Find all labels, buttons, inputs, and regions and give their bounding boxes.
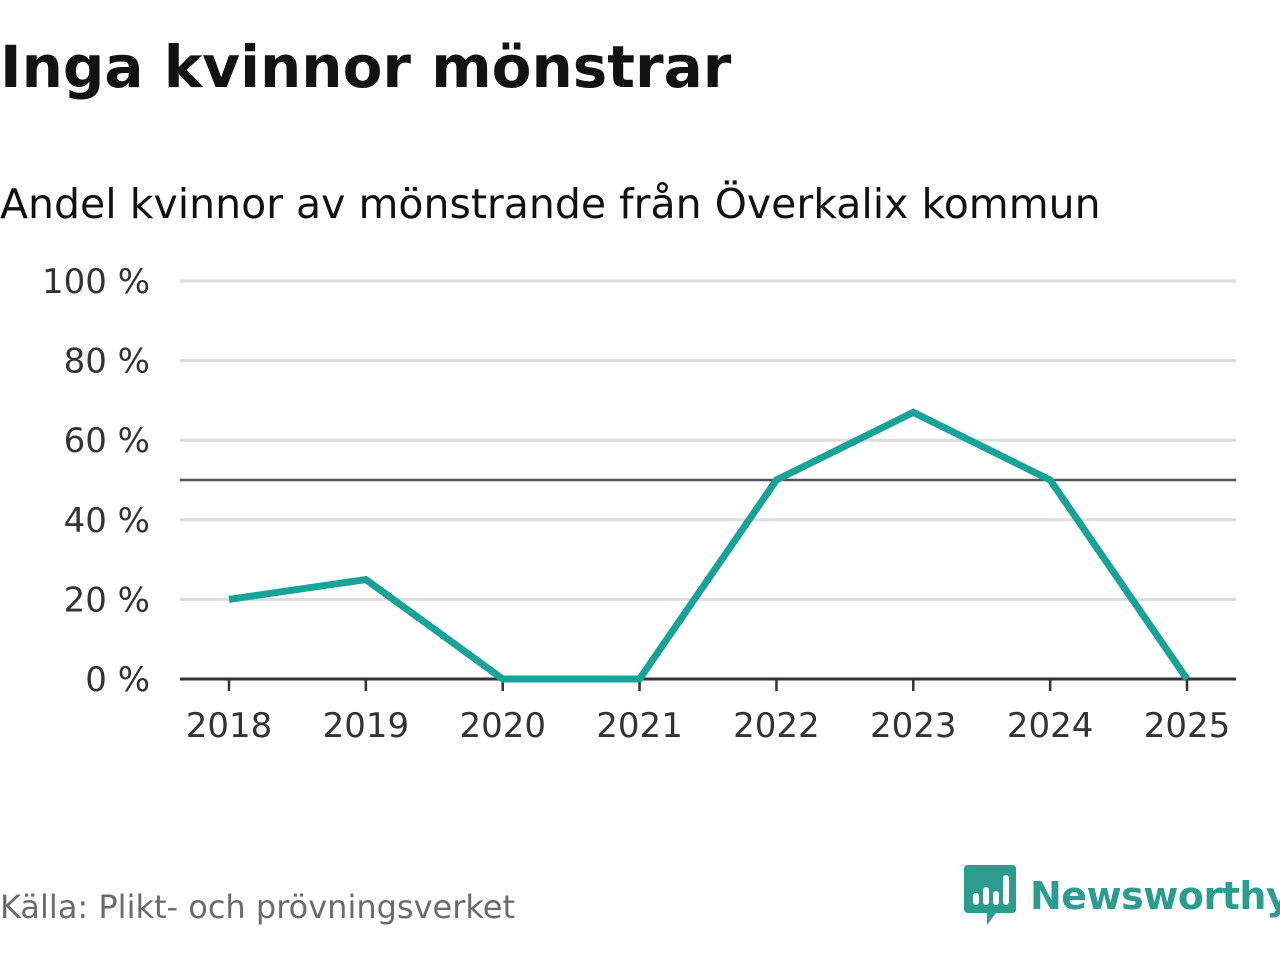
x-tick-label: 2020	[459, 706, 546, 746]
y-tick-label: 0 %	[85, 660, 150, 700]
x-tick-label: 2023	[870, 706, 957, 746]
x-tick-label: 2021	[596, 706, 683, 746]
x-tick-label: 2019	[323, 706, 410, 746]
x-tick-label: 2024	[1007, 706, 1094, 746]
line-chart: 0 % 20 % 40 % 60 % 80 % 100 % 2018 2019 2020 202…	[42, 262, 1236, 746]
x-tick-label: 2025	[1144, 706, 1231, 746]
source-note: Källa: Plikt- och prövningsverket	[0, 888, 515, 926]
gridlines	[180, 279, 1236, 601]
x-tick-label: 2022	[733, 706, 820, 746]
y-tick-label: 60 %	[64, 421, 150, 461]
series-line	[228, 408, 1190, 683]
y-tick-label: 80 %	[64, 342, 150, 382]
chart-subtitle: Andel kvinnor av mönstrande från Överkal…	[0, 180, 1101, 228]
x-tick-label: 2018	[186, 706, 273, 746]
y-tick-label: 20 %	[64, 580, 150, 620]
y-tick-label: 40 %	[64, 501, 150, 541]
series-group	[228, 408, 1190, 683]
chart-title: Inga kvinnor mönstrar	[0, 33, 732, 101]
x-axis	[180, 677, 1236, 691]
bar-chart-speech-bubble-icon	[964, 865, 1016, 925]
y-axis-tick-labels: 0 % 20 % 40 % 60 % 80 % 100 %	[42, 262, 150, 700]
x-axis-tick-labels: 2018 2019 2020 2021 2022 2023 2024 2025	[186, 706, 1231, 746]
brand-logo-block: Newsworthy	[964, 864, 1280, 928]
y-tick-label: 100 %	[42, 262, 150, 302]
brand-name: Newsworthy	[1030, 874, 1280, 918]
